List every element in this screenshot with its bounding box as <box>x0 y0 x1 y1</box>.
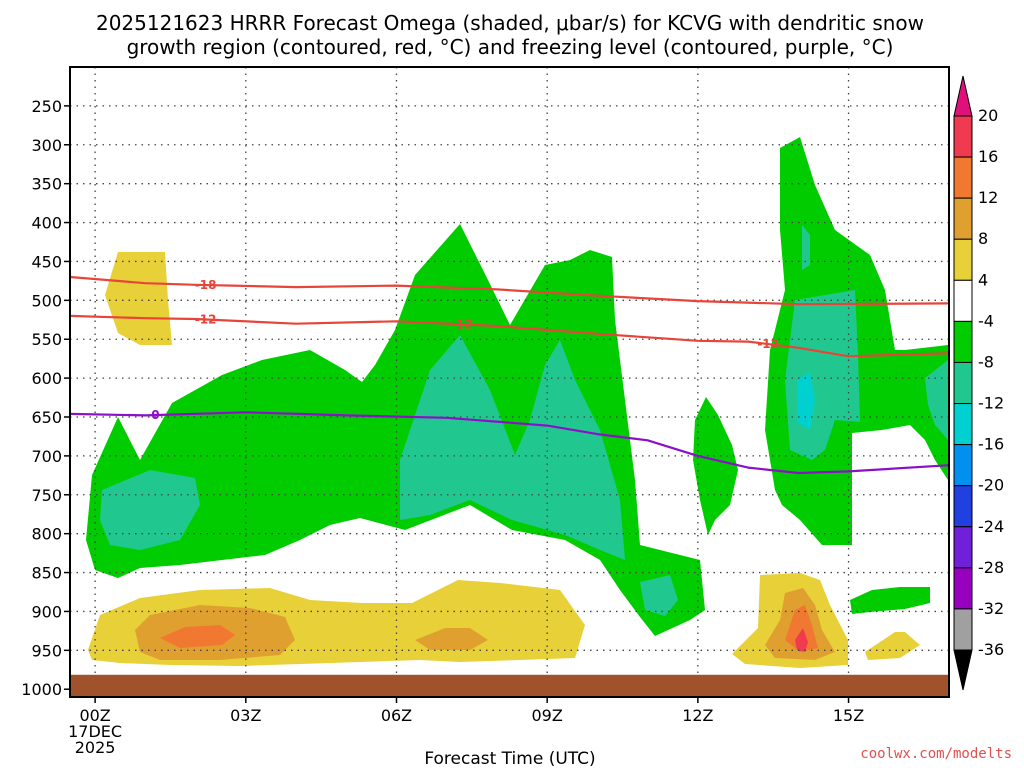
colorbar-label-8: -16 <box>978 435 1004 454</box>
omega-upward-region-left <box>86 224 705 636</box>
y-tick-label-650: 650 <box>31 408 62 427</box>
omega-cyan-region-14z <box>797 372 815 430</box>
colorbar-swatch-0 <box>953 115 973 158</box>
y-tick-label-250: 250 <box>31 97 62 116</box>
y-axis-ticks: 250 300 350 400 450 500 550 600 650 700 750 800 850 9… <box>21 97 70 699</box>
omega-deep-orange-region-02z <box>160 625 235 648</box>
y-tick-label-700: 700 <box>31 447 62 466</box>
colorbar-label-0: 20 <box>978 106 998 125</box>
contour-dgz_minus12 <box>69 314 950 358</box>
colorbar-label-1: 16 <box>978 147 998 166</box>
colorbar-swatch-2 <box>953 197 973 240</box>
y-tick-label-800: 800 <box>31 525 62 544</box>
colorbar-swatch-1 <box>953 156 973 199</box>
colorbar-bottom-arrow <box>953 649 973 691</box>
contour-dgz_minus18 <box>69 275 950 306</box>
omega-red-region-14z <box>795 628 808 652</box>
y-tick-label-450: 450 <box>31 252 62 271</box>
x-tick-label-09Z: 09Z <box>532 706 563 725</box>
x-tick-date: 17DEC <box>68 722 122 741</box>
colorbar-swatch-3 <box>953 238 973 281</box>
x-tick-label-15Z: 15Z <box>833 706 864 725</box>
colorbar-label-3: 8 <box>978 229 988 248</box>
y-tick-label-550: 550 <box>31 330 62 349</box>
omega-teal-region-06z <box>400 335 625 560</box>
y-tick-label-400: 400 <box>31 214 62 233</box>
colorbar: 20 16 12 8 4 -4 -8 -12 -16 -20 -24 -28 -32 -36 <box>953 75 1004 691</box>
x-tick-year: 2025 <box>75 738 116 757</box>
omega-downward-region-upper <box>105 252 172 345</box>
colorbar-top-arrow <box>953 75 973 117</box>
omega-downward-region-16z <box>865 632 920 660</box>
colorbar-swatch-6 <box>953 361 973 405</box>
contour-label-dgz_minus18-0: -18 <box>195 278 217 292</box>
y-tick-label-1000: 1000 <box>21 680 62 699</box>
chart-title-line2: growth region (contoured, red, °C) and f… <box>127 35 894 59</box>
colorbar-label-11: -28 <box>978 558 1004 577</box>
colorbar-swatch-12 <box>953 608 973 651</box>
omega-upward-region-16z <box>850 587 930 614</box>
omega-orange-region-07z <box>415 628 488 650</box>
y-tick-label-900: 900 <box>31 602 62 621</box>
grid-lines <box>70 67 949 697</box>
omega-teal-region-14z <box>785 225 948 460</box>
omega-teal-region-11z <box>640 575 678 616</box>
contour-label-dgz_minus12-2: -12 <box>757 337 779 351</box>
colorbar-label-10: -24 <box>978 517 1004 536</box>
x-axis-label: Forecast Time (UTC) <box>424 749 595 768</box>
y-tick-label-500: 500 <box>31 291 62 310</box>
omega-deep-orange-region-14z <box>785 605 818 652</box>
contour-label-dgz_minus12-0: -12 <box>195 312 217 326</box>
colorbar-swatch-5 <box>953 320 973 363</box>
chart-title-line1: 2025121623 HRRR Forecast Omega (shaded, … <box>96 11 924 35</box>
shading-layer <box>86 137 948 668</box>
y-tick-label-300: 300 <box>31 136 62 155</box>
colorbar-label-7: -12 <box>978 394 1004 413</box>
x-tick-label-03Z: 03Z <box>230 706 261 725</box>
colorbar-label-9: -20 <box>978 476 1004 495</box>
colorbar-label-4: 4 <box>978 270 988 289</box>
y-tick-label-350: 350 <box>31 175 62 194</box>
colorbar-label-12: -32 <box>978 599 1004 618</box>
colorbar-label-2: 12 <box>978 188 998 207</box>
x-tick-label-00Z: 00Z <box>79 706 110 725</box>
credit-text: coolwx.com/modelts <box>860 746 1012 762</box>
contour-lines: -18 -12 -12 -12 0 <box>69 275 950 475</box>
y-tick-label-950: 950 <box>31 641 62 660</box>
colorbar-label-13: -36 <box>978 640 1004 659</box>
colorbar-swatch-9 <box>953 485 973 528</box>
y-tick-label-600: 600 <box>31 369 62 388</box>
colorbar-swatch-7 <box>953 403 973 446</box>
plot-frame <box>69 66 950 698</box>
colorbar-swatch-4 <box>953 279 973 322</box>
x-tick-label-12Z: 12Z <box>682 706 713 725</box>
ground-bar <box>70 674 949 697</box>
omega-teal-region-00z <box>100 470 200 550</box>
colorbar-swatch-11 <box>953 567 973 610</box>
contour-label-freezing_0-0: 0 <box>151 408 159 422</box>
x-tick-label-06Z: 06Z <box>381 706 412 725</box>
contour-freezing_0 <box>69 411 950 475</box>
colorbar-swatch-10 <box>953 526 973 569</box>
y-tick-label-750: 750 <box>31 486 62 505</box>
contour-label-dgz_minus12-1: -12 <box>451 317 473 331</box>
y-tick-label-850: 850 <box>31 564 62 583</box>
colorbar-label-5: -4 <box>978 311 994 330</box>
omega-upward-region-12z <box>693 397 738 535</box>
colorbar-label-6: -8 <box>978 352 994 371</box>
colorbar-swatch-8 <box>953 444 973 487</box>
